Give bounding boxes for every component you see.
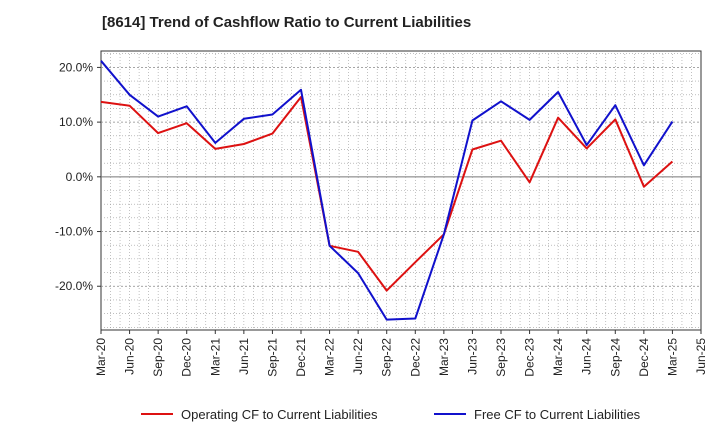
x-tick-label: Sep-21 (265, 338, 279, 377)
x-tick-label: Dec-24 (637, 338, 651, 377)
x-tick-label: Dec-21 (294, 338, 308, 377)
x-tick-label: Sep-23 (494, 338, 508, 377)
legend-label-operating-cf: Operating CF to Current Liabilities (181, 407, 378, 422)
x-tick-label: Sep-22 (380, 338, 394, 377)
y-tick-label: 20.0% (59, 60, 93, 74)
x-tick-label: Jun-25 (694, 338, 708, 375)
y-tick-label: -10.0% (55, 225, 93, 239)
x-tick-label: Dec-20 (180, 338, 194, 377)
legend-label-free-cf: Free CF to Current Liabilities (474, 407, 641, 422)
x-tick-label: Jun-21 (237, 338, 251, 375)
x-tick-label: Mar-22 (323, 338, 337, 376)
y-tick-label: -20.0% (55, 279, 93, 293)
x-tick-label: Mar-21 (208, 338, 222, 376)
x-tick-label: Jun-20 (123, 338, 137, 375)
x-tick-label: Jun-24 (580, 338, 594, 375)
x-tick-label: Sep-20 (151, 338, 165, 377)
x-tick-label: Mar-23 (437, 338, 451, 376)
y-tick-label: 10.0% (59, 115, 93, 129)
x-tick-label: Jun-22 (351, 338, 365, 375)
y-tick-label: 0.0% (66, 170, 94, 184)
series-line-free-cf (100, 60, 674, 321)
x-tick-label: Mar-24 (551, 338, 565, 376)
x-tick-label: Mar-20 (94, 338, 108, 376)
x-tick-label: Jun-23 (465, 338, 479, 375)
chart-title: [8614] Trend of Cashflow Ratio to Curren… (102, 14, 472, 31)
x-tick-label: Sep-24 (608, 338, 622, 377)
x-tick-label: Dec-22 (408, 338, 422, 377)
x-tick-label: Dec-23 (523, 338, 537, 377)
x-tick-label: Mar-25 (665, 338, 679, 376)
series-line-operating-cf (100, 96, 674, 292)
